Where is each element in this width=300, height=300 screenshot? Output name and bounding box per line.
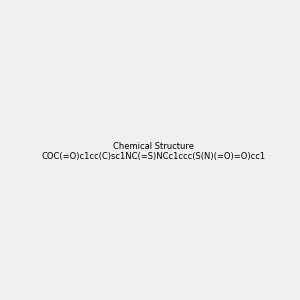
- Text: Chemical Structure
COC(=O)c1cc(C)sc1NC(=S)NCc1ccc(S(N)(=O)=O)cc1: Chemical Structure COC(=O)c1cc(C)sc1NC(=…: [42, 142, 266, 161]
